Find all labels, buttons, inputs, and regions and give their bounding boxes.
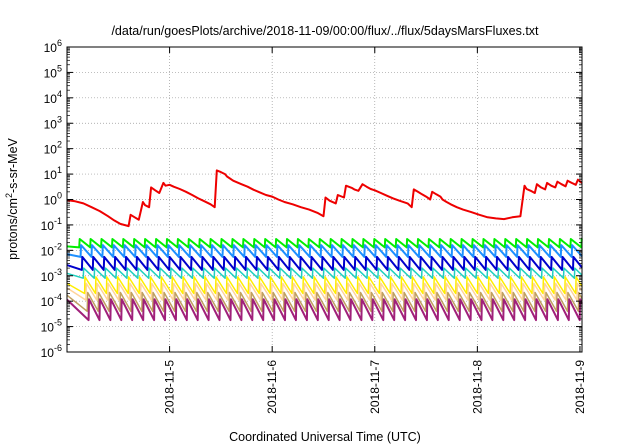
y-tick-label: 106 <box>44 38 62 55</box>
y-tick-label-exp: -1 <box>54 216 62 226</box>
y-tick-label: 100 <box>44 191 62 208</box>
series-line-9 <box>66 298 583 322</box>
y-tick-label: 105 <box>44 63 62 80</box>
y-tick-label-exp: -2 <box>54 241 62 251</box>
y-tick-label-base: 10 <box>41 219 55 233</box>
x-tick-label: 2018-11-6 <box>265 360 279 414</box>
y-axis-label-rest: -s-sr-MeV <box>6 137 20 193</box>
x-axis-label: Coordinated Universal Time (UTC) <box>229 430 421 444</box>
y-tick-label-exp: -6 <box>54 343 62 353</box>
y-tick-label: 10-5 <box>41 318 62 335</box>
series-line-7 <box>66 282 583 301</box>
y-tick-label-base: 10 <box>41 346 55 360</box>
series-line-6 <box>66 276 583 295</box>
y-tick-label: 10-3 <box>41 267 62 284</box>
series-group <box>66 169 583 322</box>
y-axis-label-sup: 2 <box>4 193 14 198</box>
y-tick-label: 10-4 <box>41 292 62 309</box>
y-axis-label-base: protons/cm <box>6 198 20 260</box>
y-tick-label-base: 10 <box>41 295 55 309</box>
y-tick-label-base: 10 <box>44 194 58 208</box>
series-line-8 <box>66 291 583 313</box>
y-tick-label: 104 <box>44 89 62 106</box>
y-tick-label-exp: 1 <box>57 165 62 175</box>
series-line-2 <box>66 238 583 249</box>
y-tick-label-base: 10 <box>41 321 55 335</box>
y-tick-label-base: 10 <box>44 143 58 157</box>
y-tick-label-exp: 4 <box>57 89 62 99</box>
y-tick-label: 101 <box>44 165 62 182</box>
y-tick-label-base: 10 <box>44 168 58 182</box>
y-tick-label-base: 10 <box>41 270 55 284</box>
y-tick-label-exp: 3 <box>57 114 62 124</box>
y-tick-label-base: 10 <box>44 92 58 106</box>
y-axis-label: protons/cm2-s-sr-MeV <box>4 137 20 259</box>
y-tick-label-exp: 0 <box>57 191 62 201</box>
y-tick-label-exp: 2 <box>57 140 62 150</box>
y-tick-label-base: 10 <box>44 41 58 55</box>
y-tick-label-base: 10 <box>44 66 58 80</box>
series-line-3 <box>66 244 583 258</box>
x-tick-label: 2018-11-7 <box>368 360 382 414</box>
y-tick-label: 10-1 <box>41 216 62 233</box>
y-tick-label: 10-6 <box>41 343 62 360</box>
series-line-4 <box>66 255 583 271</box>
y-tick-label: 102 <box>44 140 62 157</box>
y-tick-label-exp: -4 <box>54 292 62 302</box>
x-axis: 2018-11-5 2018-11-6 2018-11-7 2018-11-8 2018… <box>163 47 587 414</box>
x-tick-label: 2018-11-9 <box>573 360 587 414</box>
y-tick-label-exp: -3 <box>54 267 62 277</box>
y-tick-label-base: 10 <box>41 244 55 258</box>
series-line-5 <box>66 267 583 279</box>
x-tick-label: 2018-11-5 <box>163 360 177 414</box>
chart-title: /data/run/goesPlots/archive/2018-11-09/0… <box>111 24 539 38</box>
y-tick-label-exp: -5 <box>54 318 62 328</box>
y-axis: 10610510410310210110010-110-210-310-410-… <box>41 38 582 360</box>
y-tick-label: 103 <box>44 114 62 131</box>
x-tick-label: 2018-11-8 <box>470 360 484 414</box>
y-tick-label-exp: 5 <box>57 63 62 73</box>
y-tick-label: 10-2 <box>41 241 62 258</box>
series-line-1 <box>66 169 583 228</box>
y-tick-label-base: 10 <box>44 117 58 131</box>
y-tick-label-exp: 6 <box>57 38 62 48</box>
